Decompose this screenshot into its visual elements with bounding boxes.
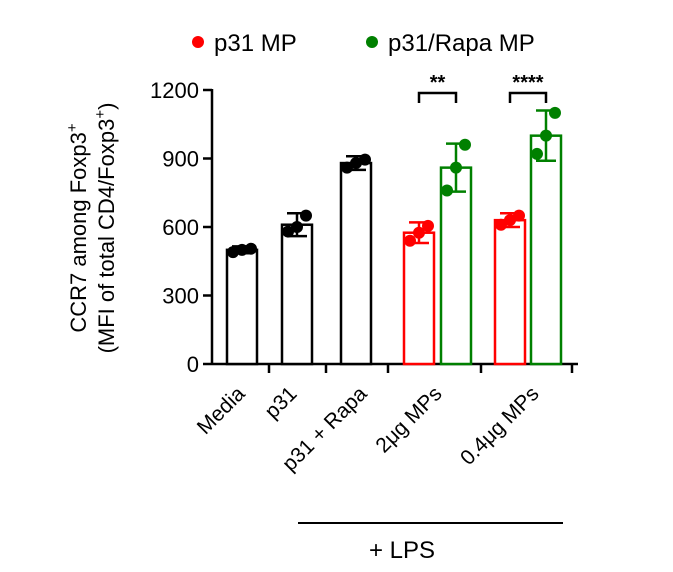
legend-label-p31-mp: p31 MP [214,30,297,57]
data-point [291,221,303,233]
legend-marker-p31-rapa-mp [366,36,378,48]
bar [280,223,314,366]
significance-bracket: ** [417,72,458,103]
bar-group-5 [493,209,527,366]
data-point [404,234,416,247]
data-point [450,161,462,174]
bar-group-0 [225,242,259,366]
data-point [441,184,453,197]
bar [493,218,527,366]
data-point [359,153,371,166]
data-point [236,243,248,256]
category-label: Media [193,382,250,439]
bar-group-4 [439,138,473,366]
bar-group-3 [402,219,436,366]
category-label: p31 [260,382,301,423]
data-point [350,157,362,170]
y-tick-label: 600 [162,215,199,240]
svg-text:(MFI of total CD4/Foxp3+): (MFI of total CD4/Foxp3+) [92,103,119,354]
significance-bracket: **** [508,72,548,103]
y-tick-label: 300 [162,284,199,309]
svg-text:CCR7 among Foxp3+: CCR7 among Foxp3+ [64,123,91,333]
ylabel-line2-text: (MFI of total CD4/Foxp3 [94,119,119,354]
axes: 0 300 600 900 1200 [150,78,578,377]
data-point [513,209,525,222]
bar-group-6 [529,106,563,366]
significance-line [508,91,548,103]
lps-bracket-label: + LPS [369,537,435,564]
category-label: 2μg MPs [371,382,446,457]
ylabel-line2-suffix: ) [94,103,119,110]
legend: p31 MP p31/Rapa MP [192,30,535,57]
data-point [540,129,552,142]
data-point [300,209,312,222]
ylabel-line1-text: CCR7 among Foxp3 [66,132,91,333]
ylabel-line2-sup: + [92,110,109,119]
data-point [422,219,434,232]
y-tick-label: 1200 [150,78,199,103]
bar [339,161,373,366]
category-label: 0.4μg MPs [456,382,544,470]
legend-label-p31-rapa-mp: p31/Rapa MP [388,30,535,57]
significance-markers: ** **** [417,72,548,103]
bar-group-1 [280,209,314,366]
y-tick-label: 900 [162,147,199,172]
data-point [531,147,543,160]
y-axis-subtitle: (MFI of total CD4/Foxp3+) [92,103,119,354]
y-tick-label: 0 [187,352,199,377]
significance-label: **** [512,72,543,94]
bar [439,166,473,366]
data-point [245,242,257,255]
data-point [227,246,239,259]
data-point [504,214,516,227]
data-point [413,226,425,239]
data-point [549,106,561,119]
bar [529,134,563,366]
data-point [459,138,471,151]
significance-line [417,91,458,103]
data-point [341,161,353,174]
bar [402,231,436,366]
y-axis-title: CCR7 among Foxp3+ [64,123,91,333]
bar [225,248,259,366]
legend-marker-p31-mp [192,36,204,48]
bars [225,106,563,366]
data-point [282,225,294,238]
bar-group-2 [339,153,373,366]
significance-label: ** [430,72,446,94]
ylabel-line1-sup: + [64,123,81,132]
data-point [495,218,507,231]
